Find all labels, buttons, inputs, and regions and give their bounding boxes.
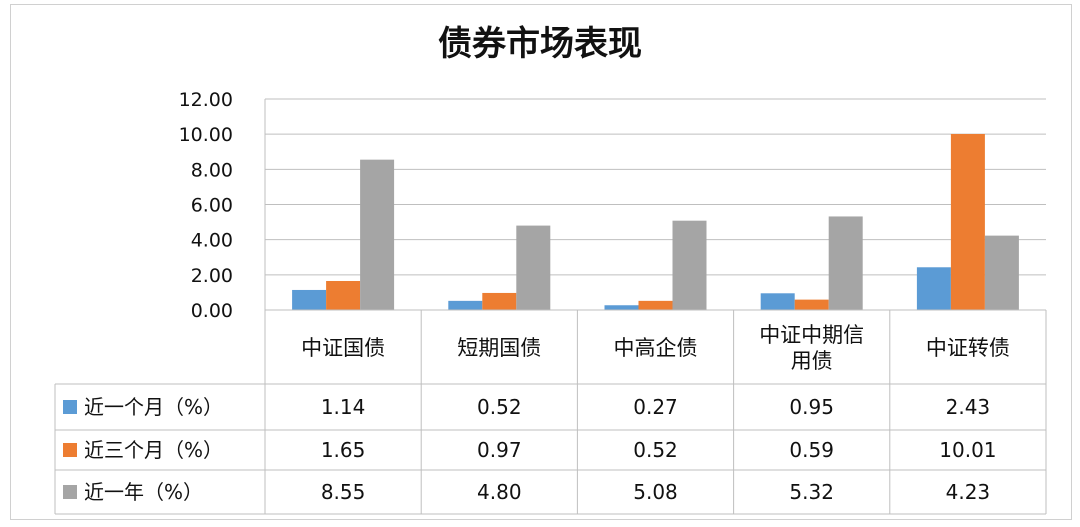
y-tick-label: 10.00 bbox=[179, 124, 233, 146]
bar bbox=[794, 299, 829, 310]
bar bbox=[448, 300, 483, 310]
data-value-cell: 5.32 bbox=[789, 480, 834, 504]
y-tick-label: 12.00 bbox=[179, 89, 233, 111]
bar bbox=[292, 289, 327, 310]
bar bbox=[360, 159, 395, 310]
y-tick-label: 8.00 bbox=[191, 159, 233, 181]
chart-title: 债券市场表现 bbox=[438, 24, 642, 64]
bar bbox=[950, 133, 985, 310]
bar bbox=[916, 267, 951, 310]
bar bbox=[672, 220, 707, 310]
data-value-cell: 1.65 bbox=[321, 438, 366, 462]
bar bbox=[604, 305, 639, 310]
legend-label: 近一年（%） bbox=[84, 480, 203, 504]
data-value-cell: 0.52 bbox=[477, 395, 522, 419]
bar bbox=[482, 292, 517, 310]
data-value-cell: 1.14 bbox=[321, 395, 366, 419]
data-value-cell: 10.01 bbox=[939, 438, 996, 462]
legend-label: 近一个月（%） bbox=[84, 395, 223, 419]
y-tick-label: 2.00 bbox=[191, 265, 233, 287]
data-value-cell: 0.27 bbox=[633, 395, 678, 419]
data-value-cell: 8.55 bbox=[321, 480, 366, 504]
category-label: 中证中期信 bbox=[759, 323, 864, 347]
category-label: 中证转债 bbox=[926, 336, 1010, 360]
chart-frame bbox=[10, 4, 1072, 520]
bar bbox=[984, 235, 1019, 310]
bar bbox=[760, 293, 795, 310]
legend-key bbox=[63, 485, 77, 499]
category-label: 中高企债 bbox=[614, 336, 698, 360]
data-value-cell: 2.43 bbox=[946, 395, 991, 419]
category-label: 中证国债 bbox=[301, 336, 385, 360]
bar bbox=[326, 280, 361, 310]
bar bbox=[638, 300, 673, 310]
data-value-cell: 0.59 bbox=[789, 438, 834, 462]
bar bbox=[828, 216, 863, 310]
legend-key bbox=[63, 400, 77, 414]
y-tick-label: 4.00 bbox=[191, 230, 233, 252]
data-value-cell: 0.95 bbox=[789, 395, 834, 419]
y-tick-label: 6.00 bbox=[191, 195, 233, 217]
category-label: 短期国债 bbox=[457, 336, 541, 360]
y-tick-label: 0.00 bbox=[191, 300, 233, 322]
category-label: 用债 bbox=[791, 349, 833, 373]
data-value-cell: 0.97 bbox=[477, 438, 522, 462]
data-value-cell: 4.80 bbox=[477, 480, 522, 504]
bar bbox=[516, 225, 551, 310]
data-value-cell: 0.52 bbox=[633, 438, 678, 462]
legend-key bbox=[63, 443, 77, 457]
data-value-cell: 4.23 bbox=[946, 480, 991, 504]
legend-label: 近三个月（%） bbox=[84, 438, 223, 462]
data-value-cell: 5.08 bbox=[633, 480, 678, 504]
